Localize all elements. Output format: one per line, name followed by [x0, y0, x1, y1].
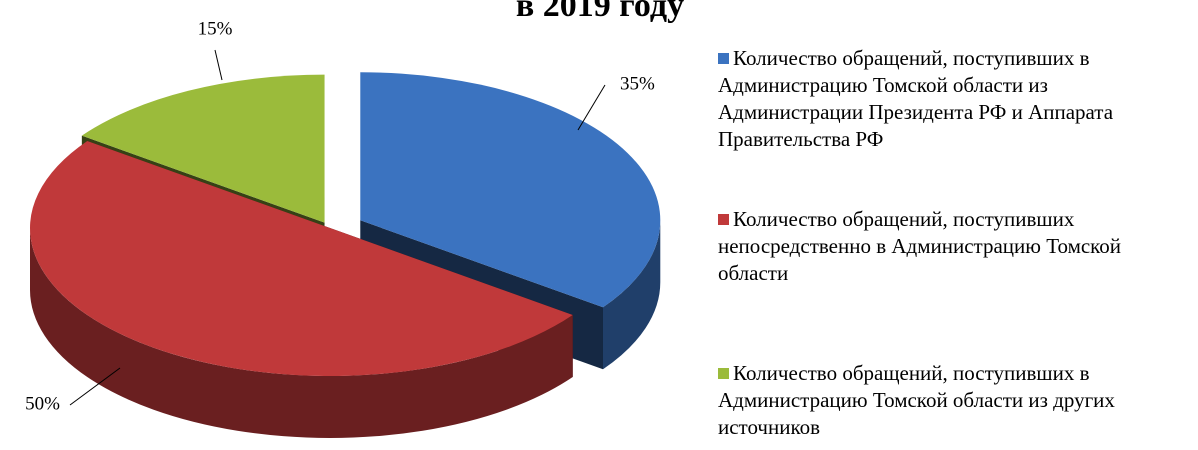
data-label: 15% [198, 18, 233, 39]
slice-wall [602, 220, 661, 370]
leader-line [214, 49, 223, 81]
data-label: 35% [620, 73, 655, 94]
legend-text: Количество обращений, поступивших в Адми… [718, 361, 1115, 439]
legend-marker [718, 368, 729, 379]
leader-line [577, 84, 606, 131]
legend-item: Количество обращений, поступивших в Адми… [718, 360, 1188, 441]
slice [81, 74, 325, 223]
chart-title: в 2019 году [516, 0, 684, 24]
legend-marker [718, 53, 729, 64]
legend-text: Количество обращений, поступивших непоср… [718, 207, 1122, 285]
slice [360, 72, 661, 308]
slice-wall [30, 228, 573, 438]
leader-line [69, 367, 121, 406]
legend-item: Количество обращений, поступивших в Адми… [718, 45, 1188, 153]
legend-item: Количество обращений, поступивших непоср… [718, 206, 1188, 287]
slice [29, 141, 573, 377]
data-label: 50% [25, 393, 60, 414]
legend-text: Количество обращений, поступивших в Адми… [718, 46, 1114, 151]
legend-marker [718, 214, 729, 225]
